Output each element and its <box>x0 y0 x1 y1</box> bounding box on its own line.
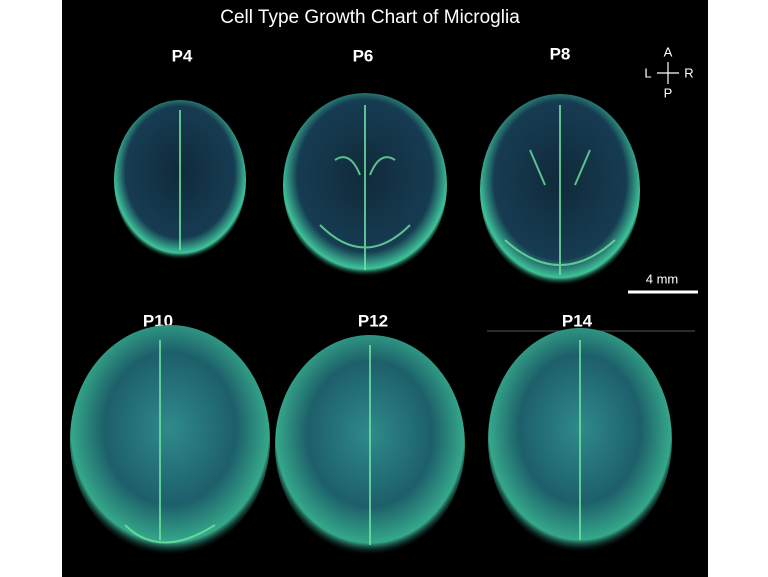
compass-label: A <box>664 44 673 59</box>
brain-images <box>70 93 672 555</box>
panel-label: P8 <box>550 44 571 63</box>
compass-label: R <box>684 65 693 80</box>
scale-bar-label: 4 mm <box>646 271 679 286</box>
figure-title: Cell Type Growth Chart of Microglia <box>220 7 520 28</box>
orientation-compass <box>657 62 679 84</box>
panel-label: P4 <box>172 46 193 65</box>
compass-label: L <box>644 65 651 80</box>
brain-image <box>70 325 270 555</box>
panel-label: P12 <box>358 311 388 330</box>
compass-label: P <box>664 85 673 100</box>
panel-label: P14 <box>562 311 593 330</box>
panel-label: P6 <box>353 46 374 65</box>
